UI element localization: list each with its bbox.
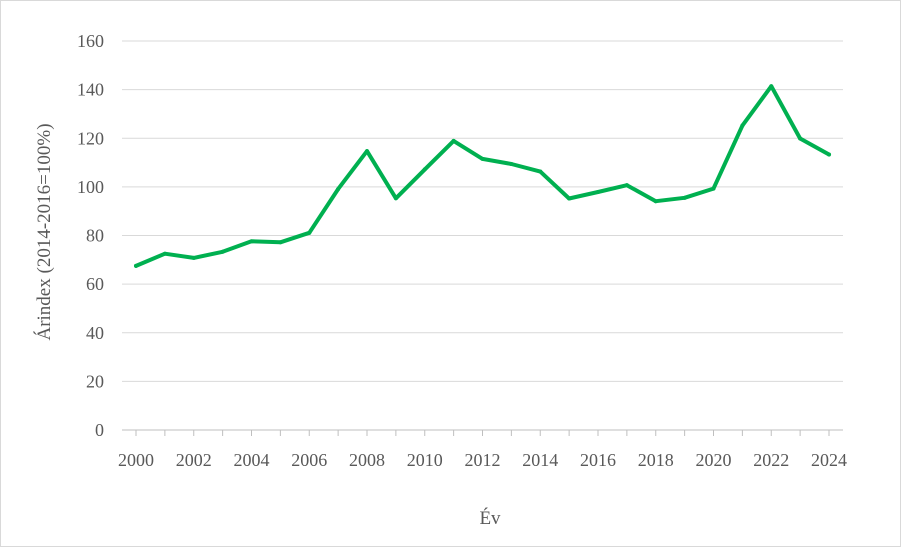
data-point (422, 167, 427, 172)
data-point (567, 196, 572, 201)
y-tick-label: 20 (86, 371, 104, 391)
x-tick-label: 2006 (291, 450, 327, 470)
y-axis-ticks: 0 20 40 60 80 100 120 140 160 (77, 31, 104, 440)
data-point (509, 162, 514, 167)
data-point (220, 249, 225, 254)
data-point (307, 230, 312, 235)
series-line (134, 84, 831, 268)
data-point (134, 263, 138, 268)
data-point (596, 189, 600, 194)
x-tick-label: 2020 (696, 450, 732, 470)
series-group (134, 84, 831, 268)
data-point (393, 196, 398, 201)
y-tick-label: 160 (77, 31, 104, 51)
y-axis-title: Árindex (2014-2016=100%) (33, 123, 55, 340)
data-point (191, 255, 196, 260)
x-axis-title: Év (479, 507, 501, 529)
x-tick-label: 2022 (753, 450, 789, 470)
y-tick-label: 40 (86, 323, 104, 343)
data-point (624, 183, 629, 188)
data-point (480, 156, 485, 161)
data-point (682, 195, 687, 200)
y-tick-label: 140 (77, 80, 104, 100)
data-point (711, 186, 716, 191)
y-tick-label: 120 (77, 128, 104, 148)
data-point (798, 136, 803, 141)
y-tick-label: 60 (86, 274, 104, 294)
data-point (278, 240, 283, 245)
data-point (769, 84, 774, 89)
x-tick-label: 2008 (349, 450, 385, 470)
data-point (162, 251, 167, 256)
data-point (740, 123, 745, 128)
y-tick-label: 100 (77, 177, 104, 197)
y-tick-label: 80 (86, 226, 104, 246)
y-tick-label: 0 (95, 420, 104, 440)
data-point (653, 199, 658, 204)
x-tick-label: 2002 (176, 450, 212, 470)
x-tick-label: 2000 (118, 450, 154, 470)
data-point (365, 149, 369, 154)
x-tick-label: 2004 (234, 450, 270, 470)
x-axis-ticks: 2000 2002 2004 2006 2008 2010 2012 2014 2016 2018… (118, 430, 847, 470)
data-point (451, 138, 456, 143)
x-tick-label: 2014 (522, 450, 558, 470)
data-point (538, 169, 543, 174)
gridlines (122, 40, 843, 431)
data-point (336, 187, 341, 192)
x-tick-label: 2016 (580, 450, 616, 470)
x-tick-label: 2018 (638, 450, 674, 470)
x-tick-label: 2010 (407, 450, 443, 470)
x-tick-label: 2024 (811, 450, 847, 470)
data-point (249, 239, 254, 244)
data-point (827, 152, 831, 157)
x-tick-label: 2012 (465, 450, 501, 470)
